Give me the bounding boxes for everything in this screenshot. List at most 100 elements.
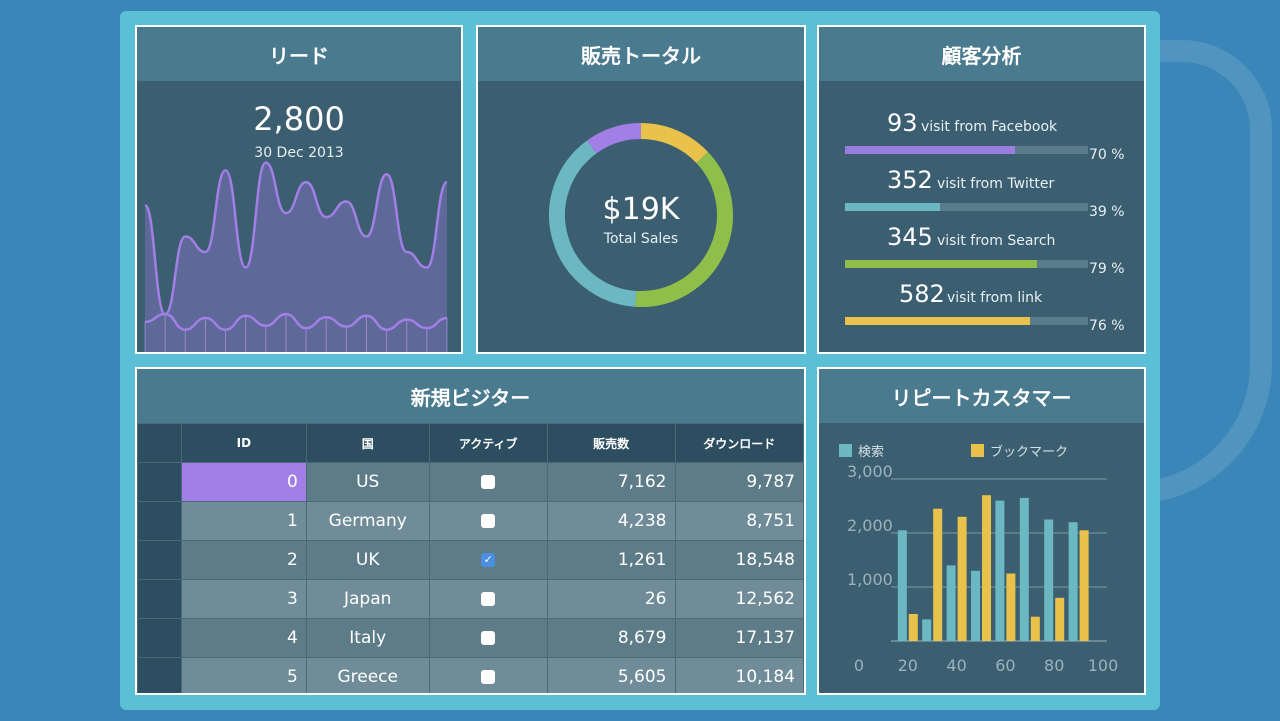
active-checkbox[interactable] <box>481 514 496 528</box>
bar <box>1068 522 1078 641</box>
row-header[interactable] <box>137 462 182 502</box>
cell-downloads[interactable]: 12,562 <box>674 579 804 619</box>
analysis-percent: 79 % <box>1089 261 1125 277</box>
header-country[interactable]: 国 <box>305 423 430 463</box>
cell-country[interactable]: Greece <box>305 657 430 693</box>
table-row[interactable]: 0 US 7,162 9,787 <box>137 462 804 502</box>
row-header[interactable] <box>137 501 182 541</box>
cell-id[interactable]: 5 <box>180 657 307 693</box>
cell-id[interactable]: 0 <box>180 462 307 502</box>
cell-id[interactable]: 2 <box>180 540 307 580</box>
bar <box>982 495 991 641</box>
analysis-label: visit from link <box>947 290 1043 306</box>
row-header[interactable] <box>137 618 182 658</box>
cell-active[interactable] <box>428 657 548 693</box>
analysis-progress-bar <box>845 260 1088 268</box>
analysis-progress-fill <box>845 203 940 211</box>
cell-country[interactable]: Italy <box>305 618 430 658</box>
grid-header-row: ID 国 アクティブ 販売数 ダウンロード <box>137 423 804 463</box>
repeat-title: リピートカスタマー <box>819 369 1144 423</box>
cell-id[interactable]: 4 <box>180 618 307 658</box>
analysis-row-facebook: 93 visit from Facebook 70 % <box>845 109 1125 165</box>
repeat-bar-chart: 3,000 2,000 1,000 0 20 40 60 80 100 <box>847 463 1118 675</box>
visitors-title: 新規ビジター <box>137 369 804 423</box>
cell-country[interactable]: US <box>305 462 430 502</box>
header-active[interactable]: アクティブ <box>428 423 548 463</box>
bar <box>908 614 918 641</box>
donut-slice <box>586 123 642 154</box>
table-row[interactable]: 5 Greece 5,605 10,184 <box>137 657 804 693</box>
active-checkbox[interactable] <box>481 475 496 489</box>
grid-corner <box>137 423 182 463</box>
bar <box>933 508 943 641</box>
cell-sales[interactable]: 1,261 <box>546 540 676 580</box>
donut-slice <box>640 123 709 164</box>
x-tick-label: 40 <box>946 656 966 675</box>
cell-active[interactable] <box>428 618 548 658</box>
cell-active[interactable]: ✓ <box>428 540 548 580</box>
header-sales[interactable]: 販売数 <box>546 423 676 463</box>
cell-country[interactable]: UK <box>305 540 430 580</box>
legend-swatch <box>971 444 984 457</box>
x-tick-label: 80 <box>1044 656 1064 675</box>
cell-sales[interactable]: 4,238 <box>546 501 676 541</box>
analysis-label: visit from Twitter <box>937 176 1055 192</box>
x-tick-label: 20 <box>898 656 918 675</box>
table-row[interactable]: 4 Italy 8,679 17,137 <box>137 618 804 658</box>
cell-active[interactable] <box>428 462 548 502</box>
donut-slice <box>635 152 733 307</box>
active-checkbox[interactable] <box>481 631 496 645</box>
active-checkbox-checked[interactable]: ✓ <box>481 553 496 567</box>
bar <box>922 619 932 641</box>
bar <box>957 516 967 641</box>
analysis-progress-fill <box>845 260 1037 268</box>
cell-sales[interactable]: 5,605 <box>546 657 676 693</box>
active-checkbox[interactable] <box>481 592 496 606</box>
table-row[interactable]: 3 Japan 26 12,562 <box>137 579 804 619</box>
cell-downloads[interactable]: 8,751 <box>674 501 804 541</box>
analysis-row-twitter: 352 visit from Twitter 39 % <box>845 166 1125 222</box>
bar <box>1055 597 1065 641</box>
bar <box>995 500 1005 641</box>
table-row[interactable]: 1 Germany 4,238 8,751 <box>137 501 804 541</box>
analysis-percent: 76 % <box>1089 318 1125 334</box>
bar <box>1044 519 1054 641</box>
analysis-panel: 顧客分析 93 visit from Facebook 70 % 352 vis… <box>817 25 1146 354</box>
x-tick-label: 60 <box>995 656 1015 675</box>
bar <box>1019 497 1029 641</box>
analysis-label: visit from Facebook <box>921 119 1058 135</box>
active-checkbox[interactable] <box>481 670 496 684</box>
cell-downloads[interactable]: 18,548 <box>674 540 804 580</box>
analysis-label: visit from Search <box>937 233 1056 249</box>
analysis-progress-fill <box>845 146 1016 154</box>
row-header[interactable] <box>137 540 182 580</box>
visitors-panel: 新規ビジター ID 国 アクティブ 販売数 ダウンロード 0 US <box>135 367 806 695</box>
row-header[interactable] <box>137 579 182 619</box>
cell-id[interactable]: 3 <box>180 579 307 619</box>
cell-downloads[interactable]: 17,137 <box>674 618 804 658</box>
bar <box>897 530 907 641</box>
cell-id[interactable]: 1 <box>180 501 307 541</box>
cell-country[interactable]: Japan <box>305 579 430 619</box>
cell-sales[interactable]: 7,162 <box>546 462 676 502</box>
cell-sales[interactable]: 26 <box>546 579 676 619</box>
lead-date: 30 Dec 2013 <box>254 145 344 161</box>
cell-active[interactable] <box>428 501 548 541</box>
visitors-grid[interactable]: ID 国 アクティブ 販売数 ダウンロード 0 US 7,162 9,787 <box>137 423 804 693</box>
table-row[interactable]: 2 UK ✓ 1,261 18,548 <box>137 540 804 580</box>
cell-downloads[interactable]: 10,184 <box>674 657 804 693</box>
donut-slice <box>549 140 637 307</box>
cell-active[interactable] <box>428 579 548 619</box>
lead-panel: リード 2,800 30 Dec 2013 <box>135 25 463 354</box>
row-header[interactable] <box>137 657 182 693</box>
legend-label: 検索 <box>858 445 885 460</box>
cell-country[interactable]: Germany <box>305 501 430 541</box>
sales-value: $19K <box>602 192 680 227</box>
header-downloads[interactable]: ダウンロード <box>674 423 804 463</box>
header-id[interactable]: ID <box>180 423 307 463</box>
bar <box>1079 530 1089 641</box>
legend-bookmark: ブックマーク <box>971 441 1068 460</box>
cell-downloads[interactable]: 9,787 <box>674 462 804 502</box>
sales-panel: 販売トータル $19K Total Sales <box>476 25 806 354</box>
cell-sales[interactable]: 8,679 <box>546 618 676 658</box>
